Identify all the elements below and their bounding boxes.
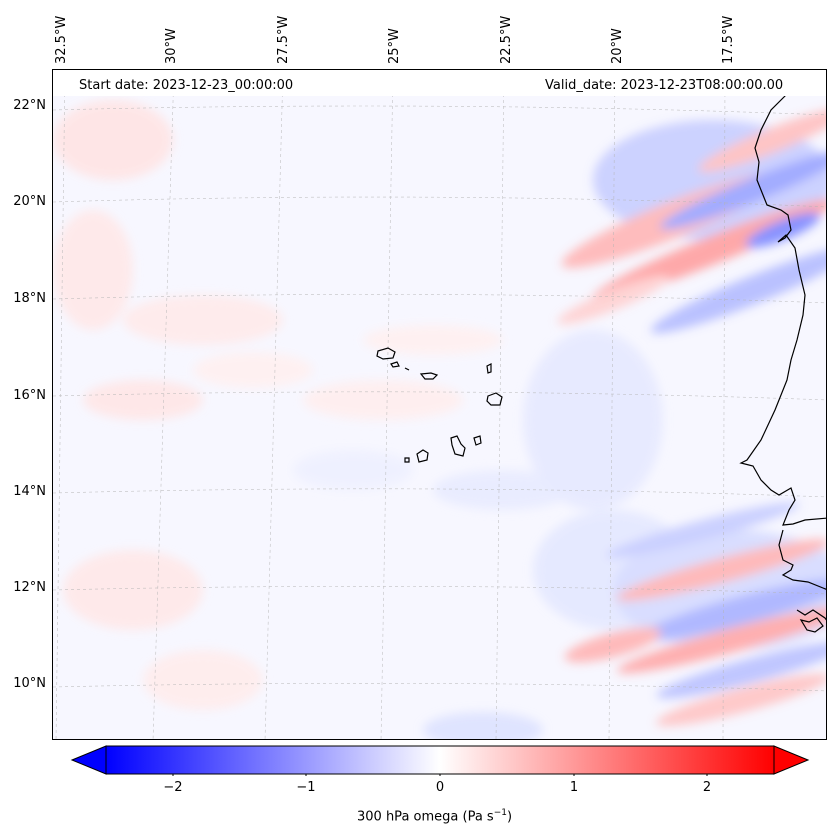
- colorbar-tick-label: 1: [569, 780, 579, 795]
- colorbar-gradient: [105, 745, 775, 775]
- lon-label-32-5w: 32.5°W: [54, 15, 69, 64]
- island-fogo: [416, 449, 429, 463]
- colorbar-ticks: [172, 774, 708, 776]
- island-sao-nicolau: [419, 372, 439, 380]
- lon-label-17-5w: 17.5°W: [721, 15, 736, 64]
- lon-label-25w: 25°W: [387, 28, 402, 64]
- map-canvas: [53, 70, 826, 739]
- colorbar-tick-label: 0: [435, 780, 445, 795]
- colorbar-tick-label: −2: [163, 780, 183, 795]
- header-strip: [53, 70, 826, 96]
- colorbar-min-extend: [70, 745, 107, 775]
- colorbar-title: 300 hPa omega (Pa s−1): [357, 808, 513, 825]
- island-brava: [404, 457, 410, 463]
- island-maio: [473, 435, 482, 446]
- lon-label-27-5w: 27.5°W: [276, 15, 291, 64]
- lat-label-18n: 18°N: [13, 291, 46, 306]
- lon-label-22-5w: 22.5°W: [499, 15, 514, 64]
- colorbar-tick-label: −1: [296, 780, 316, 795]
- lat-label-10n: 10°N: [13, 676, 46, 691]
- valid-date-label: Valid_date: 2023-12-23T08:00:00.00: [545, 78, 784, 93]
- lat-label-16n: 16°N: [13, 388, 46, 403]
- island-sao-vicente: [390, 361, 400, 368]
- lon-label-20w: 20°W: [610, 28, 625, 64]
- lat-label-20n: 20°N: [13, 194, 46, 209]
- start-date-label: Start date: 2023-12-23_00:00:00: [79, 78, 294, 93]
- colorbar-max-extend: [773, 745, 810, 775]
- lat-label-12n: 12°N: [13, 580, 46, 595]
- map-panel: [52, 69, 827, 740]
- island-santiago: [450, 435, 466, 457]
- graticule: [53, 70, 826, 739]
- island-sal: [486, 363, 492, 374]
- african-coastline: [739, 94, 826, 633]
- colorbar: [70, 745, 810, 776]
- omega-field: [53, 100, 826, 739]
- lat-label-22n: 22°N: [13, 98, 46, 113]
- island-santo-antao: [376, 347, 396, 360]
- island-santa-luzia: [404, 367, 410, 371]
- cape-verde-islands: [376, 347, 503, 463]
- colorbar-tick-label: 2: [702, 780, 712, 795]
- lon-label-30w: 30°W: [164, 28, 179, 64]
- lat-label-14n: 14°N: [13, 484, 46, 499]
- island-boa-vista: [486, 392, 503, 406]
